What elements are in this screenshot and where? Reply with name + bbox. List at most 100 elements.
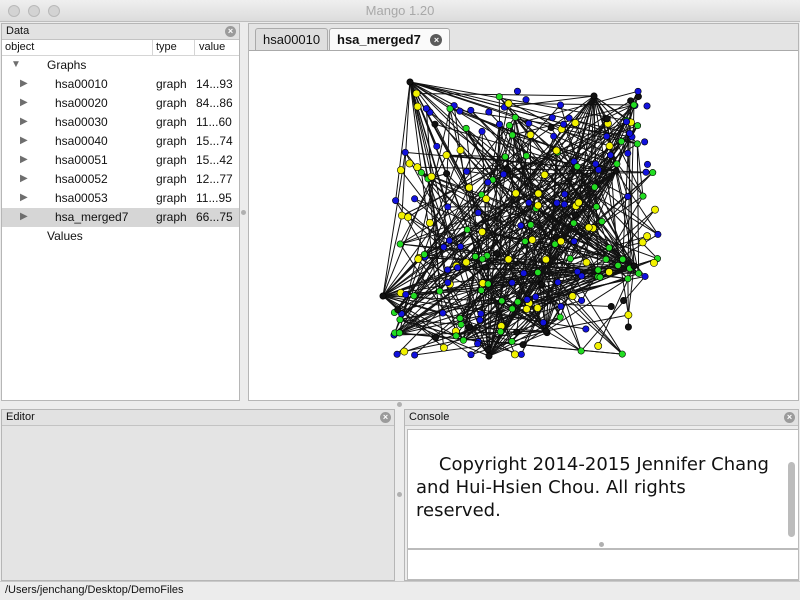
graph-nodes	[379, 78, 662, 360]
console-input[interactable]	[407, 549, 799, 580]
tree-row-hsa00051[interactable]: ▶ hsa00051 graph 15...42	[2, 151, 239, 170]
console-panel: Console × Copyright 2014-2015 Jennifer C…	[404, 409, 799, 581]
editor-console-splitter[interactable]	[397, 492, 402, 497]
graph-node-yellow	[425, 218, 434, 227]
graph-node-yellow	[605, 142, 614, 150]
expand-down-icon[interactable]: ▼	[11, 59, 21, 70]
graph-edge	[413, 187, 470, 297]
data-panel-close-icon[interactable]: ×	[225, 26, 236, 37]
tree-row-hsa00052[interactable]: ▶ hsa00052 graph 12...77	[2, 170, 239, 189]
graph-edge	[545, 330, 582, 352]
tree-row-graphs[interactable]: ▼ Graphs	[2, 56, 239, 75]
tree-row-hsa00010[interactable]: ▶ hsa00010 graph 14...93	[2, 75, 239, 94]
row-type: graph	[156, 172, 187, 186]
tab-hsa00010[interactable]: hsa00010	[255, 28, 329, 50]
graph-node-green	[551, 240, 559, 248]
graph-node-green	[534, 268, 542, 276]
expand-right-icon[interactable]: ▶	[20, 78, 28, 89]
status-bar: /Users/jenchang/Desktop/DemoFiles	[0, 581, 800, 600]
graph-edge	[554, 118, 607, 245]
graph-canvas[interactable]	[249, 50, 798, 400]
graph-node-blue	[554, 278, 562, 286]
graph-edge	[434, 123, 578, 168]
graph-edge	[459, 202, 580, 319]
graph-node-green	[602, 255, 610, 263]
graph-node-blue	[457, 243, 465, 251]
graph-node-green	[446, 105, 454, 113]
graph-node-black	[443, 170, 451, 178]
graph-edge	[449, 108, 582, 301]
graph-node-green	[462, 124, 470, 132]
graph-edge	[605, 104, 635, 120]
tree-row-values[interactable]: Values	[2, 227, 239, 246]
expand-right-icon[interactable]: ▶	[20, 135, 28, 146]
editor-close-icon[interactable]: ×	[380, 412, 391, 423]
column-header-type[interactable]: type	[156, 41, 177, 53]
graph-node-blue	[478, 127, 486, 135]
row-type: graph	[156, 210, 187, 224]
expand-right-icon[interactable]: ▶	[20, 154, 28, 165]
minimize-window-button[interactable]	[28, 5, 40, 17]
graph-node-green	[577, 347, 585, 355]
expand-right-icon[interactable]: ▶	[20, 116, 28, 127]
expand-right-icon[interactable]: ▶	[20, 192, 28, 203]
graph-node-blue	[606, 151, 614, 159]
graph-edge	[504, 95, 595, 108]
graph-node-yellow	[465, 183, 474, 192]
tree-row-hsa00020[interactable]: ▶ hsa00020 graph 84...86	[2, 94, 239, 113]
expand-right-icon[interactable]: ▶	[20, 211, 28, 222]
close-window-button[interactable]	[8, 5, 20, 17]
console-scrollbar[interactable]	[788, 462, 795, 537]
tree-row-hsa00053[interactable]: ▶ hsa00053 graph 11...95	[2, 189, 239, 208]
graph-edge	[382, 152, 406, 297]
tree-row-hsa-merged7[interactable]: ▶ hsa_merged7 graph 66...75	[2, 208, 239, 227]
graph-node-green	[452, 332, 460, 340]
zoom-window-button[interactable]	[48, 5, 60, 17]
network-graph[interactable]	[249, 51, 798, 401]
graph-edge	[508, 103, 634, 106]
tab-hsa-merged7[interactable]: hsa_merged7 ×	[329, 28, 451, 51]
graph-node-black	[630, 262, 638, 270]
graph-node-blue	[582, 325, 590, 333]
graph-node-yellow	[439, 343, 448, 352]
expand-right-icon[interactable]: ▶	[20, 97, 28, 108]
graph-node-blue	[401, 148, 409, 156]
graph-node-blue	[603, 132, 611, 140]
graph-node-blue	[454, 264, 462, 272]
graph-node-yellow	[442, 151, 451, 160]
tree-row-hsa00030[interactable]: ▶ hsa00030 graph 11...60	[2, 113, 239, 132]
graph-node-green	[477, 286, 485, 294]
vertical-splitter-handle[interactable]	[241, 210, 246, 215]
graph-node-blue	[624, 193, 632, 201]
console-splitter[interactable]	[599, 542, 604, 547]
graph-edge	[424, 229, 468, 255]
graph-node-black	[484, 345, 492, 353]
graph-edge	[399, 149, 461, 320]
graph-node-blue	[654, 230, 662, 238]
graph-edge	[580, 276, 646, 352]
graph-edge	[399, 123, 609, 321]
graph-node-green	[613, 160, 621, 168]
graph-node-green	[619, 255, 627, 263]
graph-node-yellow	[534, 201, 542, 210]
graph-node-green	[639, 192, 647, 200]
graph-node-green	[511, 113, 519, 121]
row-value: 12...77	[196, 172, 233, 186]
column-header-object[interactable]: object	[5, 41, 35, 53]
graph-node-yellow	[462, 258, 471, 267]
graph-node-blue	[456, 107, 464, 115]
data-tree: ▼ Graphs ▶ hsa00010 graph 14...93 ▶ hsa00020 g…	[2, 56, 239, 246]
graph-node-green	[591, 183, 599, 191]
graph-node-blue	[523, 296, 531, 304]
graph-edge	[569, 172, 654, 260]
console-output[interactable]: Copyright 2014-2015 Jennifer Chang and H…	[407, 429, 799, 549]
tree-row-hsa00040[interactable]: ▶ hsa00040 graph 15...74	[2, 132, 239, 151]
tab-close-icon[interactable]: ×	[430, 34, 443, 46]
console-close-icon[interactable]: ×	[784, 412, 795, 423]
graph-node-green	[624, 275, 632, 283]
expand-right-icon[interactable]: ▶	[20, 173, 28, 184]
column-header-value[interactable]: value	[199, 41, 226, 53]
row-type: graph	[156, 115, 187, 129]
horizontal-splitter-handle[interactable]	[397, 402, 402, 407]
graph-node-blue	[467, 106, 475, 114]
